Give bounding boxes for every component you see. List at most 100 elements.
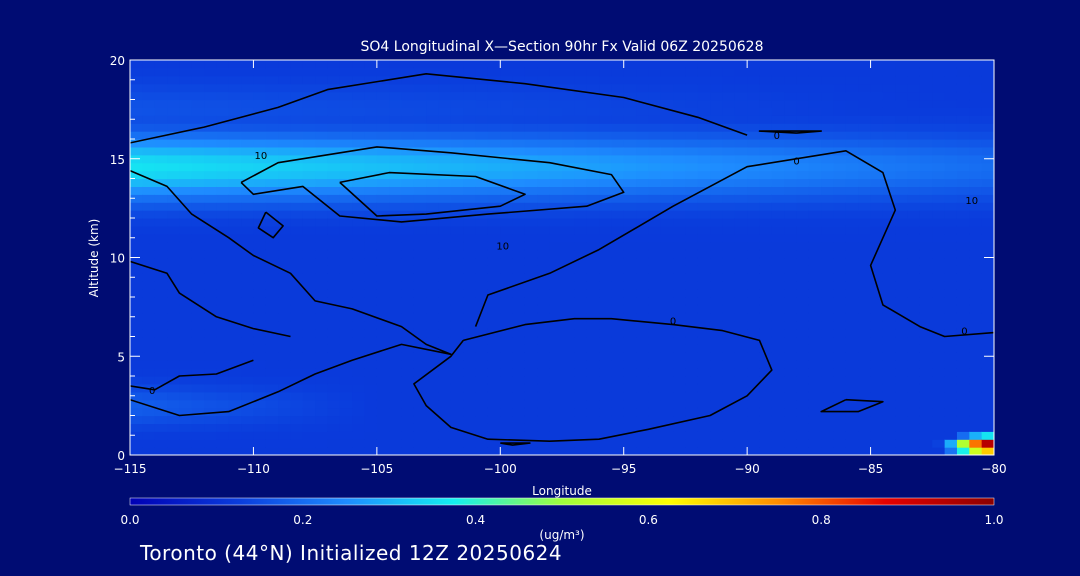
field-cell <box>747 241 761 251</box>
field-cell <box>512 328 526 338</box>
field-cell <box>660 91 674 101</box>
field-cell <box>932 447 946 455</box>
field-cell <box>660 139 674 148</box>
field-cell <box>290 257 304 266</box>
field-cell <box>969 352 983 361</box>
field-cell <box>919 352 933 361</box>
field-cell <box>241 336 255 345</box>
field-cell <box>302 383 316 393</box>
field-cell <box>636 312 649 322</box>
field-cell <box>241 439 255 448</box>
field-cell <box>179 249 193 259</box>
field-cell <box>586 289 600 298</box>
field-cell <box>611 154 625 164</box>
field-cell <box>895 391 909 401</box>
field-cell <box>512 162 526 172</box>
field-cell <box>907 139 921 148</box>
field-cell <box>142 336 156 345</box>
field-cell <box>154 407 168 417</box>
field-cell <box>648 123 662 132</box>
field-cell <box>722 241 736 251</box>
field-cell <box>907 186 921 195</box>
field-cell <box>216 131 230 140</box>
field-cell <box>290 60 304 69</box>
field-cell <box>586 194 600 203</box>
field-cell <box>450 115 464 124</box>
field-cell <box>228 383 242 393</box>
field-cell <box>549 344 563 353</box>
field-cell <box>167 439 180 448</box>
field-cell <box>932 107 946 116</box>
field-cell <box>623 336 637 345</box>
field-cell <box>290 210 304 219</box>
field-cell <box>562 186 575 195</box>
field-cell <box>660 289 674 298</box>
field-cell <box>154 415 168 424</box>
field-cell <box>808 202 822 211</box>
field-cell <box>228 265 242 274</box>
field-cell <box>327 241 341 251</box>
field-cell <box>524 123 538 132</box>
field-cell <box>179 423 193 432</box>
field-cell <box>265 75 279 85</box>
field-cell <box>673 407 687 417</box>
field-cell <box>278 399 292 409</box>
field-cell <box>574 289 588 298</box>
field-cell <box>981 139 994 148</box>
field-cell <box>969 297 983 306</box>
field-cell <box>796 67 810 77</box>
field-cell <box>339 257 353 266</box>
field-cell <box>882 233 896 243</box>
field-cell <box>204 320 217 330</box>
field-cell <box>438 257 452 266</box>
field-cell <box>796 99 810 108</box>
field-cell <box>574 139 588 148</box>
field-cell <box>413 415 427 424</box>
field-cell <box>376 162 390 172</box>
field-cell <box>179 154 193 164</box>
field-cell <box>562 336 575 345</box>
field-cell <box>463 107 477 116</box>
field-cell <box>710 210 724 219</box>
field-cell <box>956 431 970 440</box>
field-cell <box>302 336 316 345</box>
field-cell <box>290 431 304 440</box>
field-cell <box>376 328 390 338</box>
field-cell <box>512 146 526 156</box>
field-cell <box>697 170 711 180</box>
field-cell <box>969 249 983 259</box>
field-cell <box>302 115 316 124</box>
field-cell <box>204 249 217 259</box>
field-cell <box>512 225 526 235</box>
field-cell <box>759 131 773 140</box>
field-cell <box>895 225 909 235</box>
field-cell <box>944 83 958 93</box>
field-cell <box>278 75 292 85</box>
field-cell <box>722 312 736 322</box>
field-cell <box>500 83 514 93</box>
field-cell <box>623 399 637 409</box>
field-cell <box>130 407 143 417</box>
field-cell <box>562 320 575 330</box>
field-cell <box>673 83 687 93</box>
field-cell <box>956 273 970 282</box>
field-cell <box>944 257 958 266</box>
field-cell <box>130 233 143 243</box>
field-cell <box>660 131 674 140</box>
field-cell <box>821 162 835 172</box>
field-cell <box>562 123 575 132</box>
field-cell <box>327 368 341 377</box>
field-cell <box>747 273 761 282</box>
chart-title: SO4 Longitudinal X—Section 90hr Fx Valid… <box>361 39 764 55</box>
field-cell <box>278 297 292 306</box>
field-cell <box>265 194 279 203</box>
field-cell <box>759 178 773 187</box>
field-cell <box>636 210 649 219</box>
field-cell <box>685 170 699 180</box>
field-cell <box>389 75 403 85</box>
field-cell <box>253 139 267 148</box>
field-cell <box>549 178 563 187</box>
field-cell <box>253 202 267 211</box>
field-cell <box>759 297 773 306</box>
field-cell <box>599 320 612 330</box>
